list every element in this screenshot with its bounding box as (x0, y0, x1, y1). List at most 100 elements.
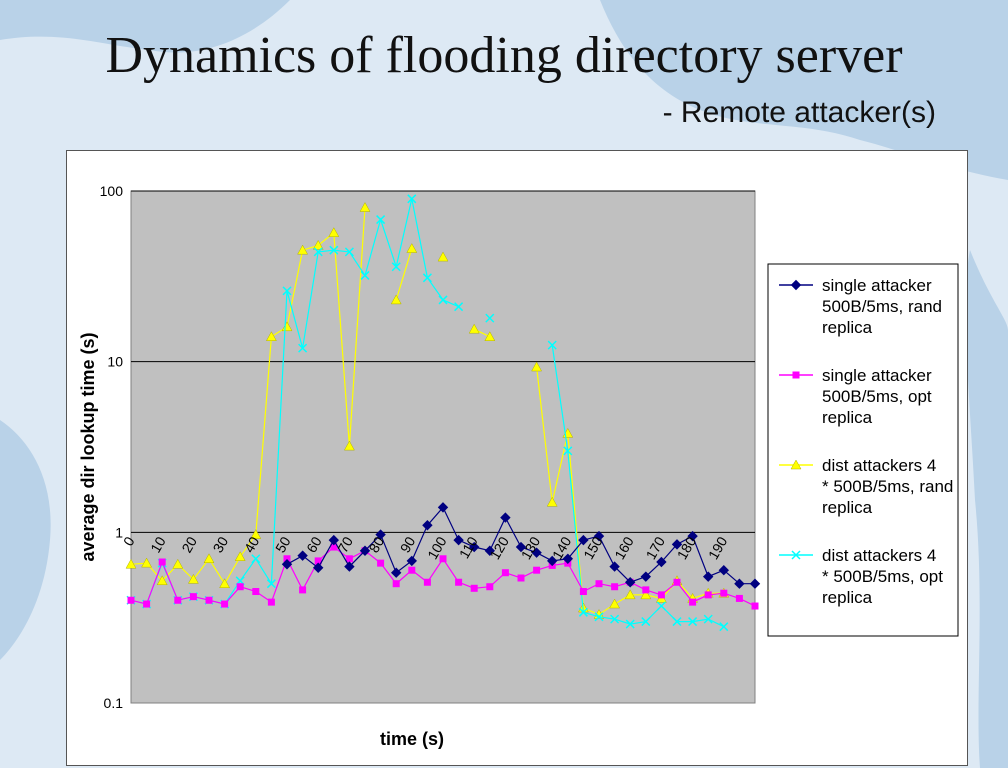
series-0-point-21 (609, 561, 620, 572)
series-2-line-1 (395, 248, 413, 301)
x-tick-label-2: 20 (178, 534, 200, 556)
series-2-point-33 (640, 589, 652, 600)
series-1-point-33 (642, 586, 650, 594)
series-1-point-24 (501, 569, 509, 577)
series-0-point-25 (671, 539, 683, 550)
series-3-point-19 (422, 273, 432, 283)
slide-title: Dynamics of flooding directory server (105, 27, 903, 84)
x-tick-label-1: 10 (147, 534, 169, 556)
x-tick-label-9: 90 (397, 534, 419, 556)
series-2-point-17 (390, 294, 402, 305)
series-2-point-15 (359, 202, 371, 212)
series-2-point-14 (343, 440, 355, 451)
series-1-point-2 (158, 558, 166, 566)
gridlines (131, 190, 755, 533)
legend-label-2: dist attackers 4 * 500B/5ms, rand replica (822, 456, 953, 517)
series-1-point-4 (189, 593, 197, 601)
series-3-point-28 (563, 446, 573, 456)
series-1-point-22 (470, 584, 478, 592)
legend-marker-2 (790, 459, 802, 470)
legend-item-3: dist attackers 4 * 500B/5ms, opt replica (779, 546, 943, 607)
series-0-point-5 (359, 545, 371, 556)
series-2-point-11 (297, 244, 309, 255)
series-3-point-31 (610, 614, 620, 624)
series-0-point-30 (749, 578, 761, 589)
series-0-point-8 (406, 555, 418, 567)
legend-marker-3 (791, 550, 801, 560)
series-0-point-23 (640, 571, 652, 582)
series-0-point-1 (297, 550, 308, 561)
series-0-point-7 (390, 567, 402, 578)
series-0-point-15 (515, 541, 527, 553)
series-0-point-0 (281, 559, 293, 570)
series-2-point-31 (609, 598, 621, 609)
series-0-point-16 (531, 547, 542, 558)
series-1-point-37 (704, 591, 712, 599)
series-2-point-0 (125, 558, 137, 569)
series-1-point-9 (267, 598, 275, 606)
series-2-point-9 (265, 331, 277, 341)
series-1-point-10 (283, 555, 291, 563)
series-3-point-18 (407, 194, 417, 204)
series-2-point-3 (172, 558, 184, 569)
plot-area (130, 190, 756, 704)
series-1-point-11 (299, 586, 307, 594)
series-3-point-35 (672, 617, 682, 627)
series-2-point-23 (484, 331, 496, 341)
x-axis-label: time (s) (380, 729, 444, 749)
y-tick-label-1: 10 (107, 354, 123, 370)
series-0-point-3 (328, 534, 340, 546)
series-3-point-9 (266, 579, 276, 589)
series-3-point-13 (329, 245, 339, 255)
series-3-point-20 (438, 295, 448, 305)
series-1-point-39 (735, 594, 743, 602)
series-3-point-33 (641, 617, 651, 627)
series-1-point-1 (143, 600, 151, 608)
legend-item-1: single attacker 500B/5ms, opt replica (779, 366, 932, 427)
series-3-point-32 (625, 619, 635, 629)
series-0-point-26 (687, 530, 698, 542)
series-0-point-12 (468, 541, 480, 553)
series-2-point-6 (219, 578, 231, 588)
series-2-point-27 (546, 496, 558, 507)
x-tick-label-3: 30 (210, 534, 232, 556)
x-tick-label-6: 60 (303, 534, 325, 556)
series-2-point-22 (468, 323, 480, 334)
series-1-point-31 (611, 583, 619, 591)
series-0-point-13 (484, 545, 496, 556)
series-0-point-19 (578, 534, 589, 546)
series-2-point-1 (141, 557, 153, 568)
series-0-point-18 (562, 553, 574, 564)
slide-subtitle: - Remote attacker(s) (662, 96, 936, 129)
series-3-point-37 (703, 614, 713, 624)
series-1-point-21 (455, 578, 463, 586)
y-tick-label-0: 100 (100, 183, 124, 199)
legend-label-1: single attacker 500B/5ms, opt replica (822, 366, 932, 427)
series-2-line-0 (130, 207, 366, 585)
y-tick-label-2: 1 (115, 524, 123, 540)
series-1-point-38 (720, 589, 728, 597)
series-0-point-27 (702, 571, 714, 582)
series-2 (125, 202, 730, 619)
series-2-point-12 (312, 239, 324, 250)
series-0 (281, 502, 761, 589)
series-0-point-2 (312, 562, 324, 573)
series-1-point-0 (127, 596, 135, 604)
series-3-point-30 (594, 612, 604, 622)
series-1-point-5 (205, 596, 213, 604)
series-2-point-4 (187, 573, 199, 584)
legend-item-2: dist attackers 4 * 500B/5ms, rand replica (779, 456, 953, 517)
series-0-point-6 (375, 529, 386, 540)
series-2-point-8 (250, 529, 262, 539)
series-3-point-38 (719, 622, 729, 632)
series-1-point-29 (579, 588, 587, 596)
series-1-point-26 (533, 566, 541, 574)
series-3 (126, 194, 729, 632)
legend-box (767, 263, 959, 637)
series-1-point-14 (345, 555, 353, 563)
y-axis-label: average dir lookup time (s) (78, 332, 98, 561)
series-0-point-28 (718, 564, 730, 576)
series-3-point-14 (344, 247, 354, 257)
series-3-point-17 (391, 262, 401, 272)
